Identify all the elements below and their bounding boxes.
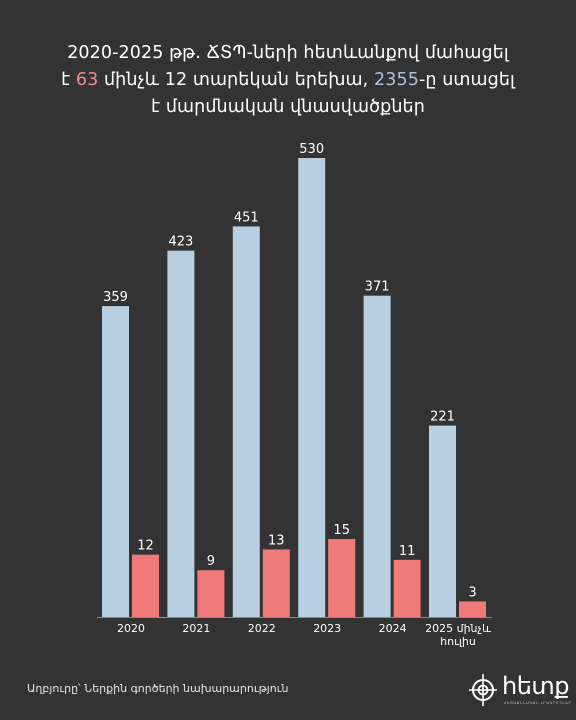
data-label-series2-4: 11 bbox=[399, 544, 416, 559]
data-label-series1-4: 371 bbox=[365, 280, 390, 295]
deaths-count: 63 bbox=[75, 70, 99, 90]
x-tick-label-3: 2023 bbox=[313, 622, 341, 635]
bar-series2-2 bbox=[262, 549, 290, 617]
title-line-3: է մարմնական վնասվածքներ bbox=[151, 97, 425, 117]
data-label-series2-0: 12 bbox=[137, 539, 154, 554]
source-note: Աղբյուրը՝ Ներքին գործերի նախարարություն bbox=[27, 682, 289, 695]
chart-title: 2020-2025 թթ. ՃՏՊ-ների հետևանքով մահացել… bbox=[0, 40, 576, 121]
bar-series1-0 bbox=[102, 306, 129, 617]
x-tick-label-5-line1: հուլիս bbox=[440, 635, 476, 648]
data-label-series1-5: 221 bbox=[430, 410, 455, 425]
bar-series1-4 bbox=[363, 295, 391, 617]
bar-series1-1 bbox=[167, 250, 195, 618]
data-label-series2-5: 3 bbox=[468, 585, 476, 600]
title-line-2-post: -ը ստացել bbox=[418, 70, 515, 90]
data-label-series1-0: 359 bbox=[103, 290, 128, 305]
bar-series2-3 bbox=[328, 539, 356, 617]
bar-series2-1 bbox=[197, 570, 225, 617]
hetq-logo: հետք ՀԵՏԱՔՆՆԱԿԱՆ ԼՐԱԳՐՈՂՆԵՐ bbox=[468, 668, 572, 716]
logo-subtitle: ՀԵՏԱՔՆՆԱԿԱՆ ԼՐԱԳՐՈՂՆԵՐ bbox=[504, 701, 572, 705]
title-line-2: է 63 մինչև 12 տարեկան երեխա, 2355-ը ստաց… bbox=[0, 67, 576, 94]
title-line-2-pre: է bbox=[61, 70, 76, 90]
title-line-1: 2020-2025 թթ. ՃՏՊ-ների հետևանքով մահացել bbox=[67, 43, 509, 63]
data-label-series2-2: 13 bbox=[268, 533, 285, 548]
bar-series1-3 bbox=[298, 158, 326, 617]
bar-series2-4 bbox=[393, 559, 421, 617]
x-tick-label-2: 2022 bbox=[248, 622, 276, 635]
x-tick-label-0: 2020 bbox=[117, 622, 145, 635]
bar-series1-2 bbox=[232, 226, 260, 617]
logo-text: հետք bbox=[502, 672, 570, 700]
data-label-series2-1: 9 bbox=[207, 554, 215, 569]
bar-series1-5 bbox=[429, 425, 456, 617]
x-tick-label-5-line0: 2025 մինչև bbox=[425, 622, 491, 635]
data-label-series1-2: 451 bbox=[234, 210, 259, 225]
data-label-series1-1: 423 bbox=[168, 235, 193, 250]
x-tick-label-4: 2024 bbox=[379, 622, 407, 635]
logo-crosshair-icon bbox=[469, 674, 497, 706]
x-tick-label-1: 2021 bbox=[182, 622, 210, 635]
title-line-2-mid: մինչև 12 տարեկան երեխա, bbox=[98, 70, 374, 90]
data-label-series1-3: 530 bbox=[299, 142, 324, 157]
injuries-count: 2355 bbox=[374, 70, 419, 90]
bar-series2-5 bbox=[459, 601, 486, 617]
data-label-series2-3: 15 bbox=[333, 523, 350, 538]
bar-series2-0 bbox=[132, 554, 159, 617]
